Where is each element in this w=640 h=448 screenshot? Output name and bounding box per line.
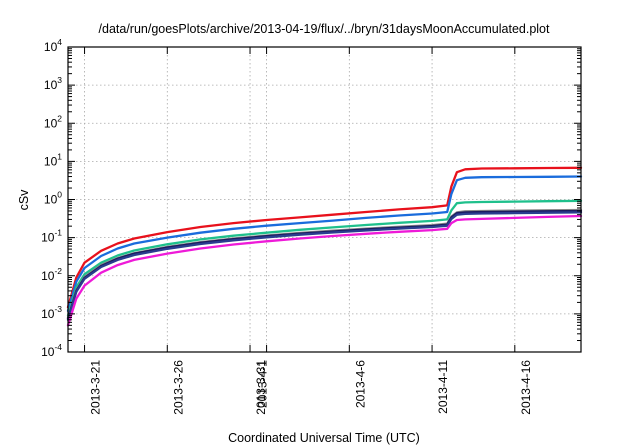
y-tick-label: 10-1 [41, 228, 62, 245]
x-tick-label: 2013-3-21 [89, 360, 103, 415]
series-line-4 [66, 208, 583, 319]
y-tick-label: 101 [44, 151, 62, 168]
y-tick-label: 10-4 [41, 342, 62, 359]
y-tick-label: 10-2 [41, 266, 62, 283]
series-line-1 [66, 166, 583, 309]
y-tick-label: 10-3 [41, 304, 62, 321]
x-tick-label: 2013-4-1 [256, 360, 270, 408]
series-line-6 [66, 211, 583, 321]
x-tick-label: 2013-4-11 [436, 360, 450, 414]
x-tick-label: 2013-4-16 [519, 360, 533, 415]
y-axis-label: cSv [17, 189, 31, 211]
series-layer [66, 166, 583, 327]
series-line-2 [66, 175, 583, 313]
x-axis-label: Coordinated Universal Time (UTC) [228, 431, 420, 445]
chart-title: /data/run/goesPlots/archive/2013-04-19/f… [99, 22, 550, 36]
x-tick-label: 2013-3-31 [254, 360, 268, 415]
y-tick-labels: 10-4 10-3 10-2 10-1 100 101 102 103 104 [41, 37, 62, 359]
x-tick-label: 2013-4-6 [353, 360, 367, 408]
y-tick-label: 104 [44, 37, 62, 54]
y-tick-label: 102 [44, 113, 62, 130]
series-line-7 [66, 214, 583, 327]
series-line-3 [66, 199, 583, 317]
tick-layer [68, 46, 581, 353]
grid-layer [68, 47, 581, 352]
y-tick-label: 100 [44, 190, 62, 207]
x-tick-label: 2013-3-26 [171, 360, 185, 415]
y-tick-label: 103 [44, 75, 62, 92]
